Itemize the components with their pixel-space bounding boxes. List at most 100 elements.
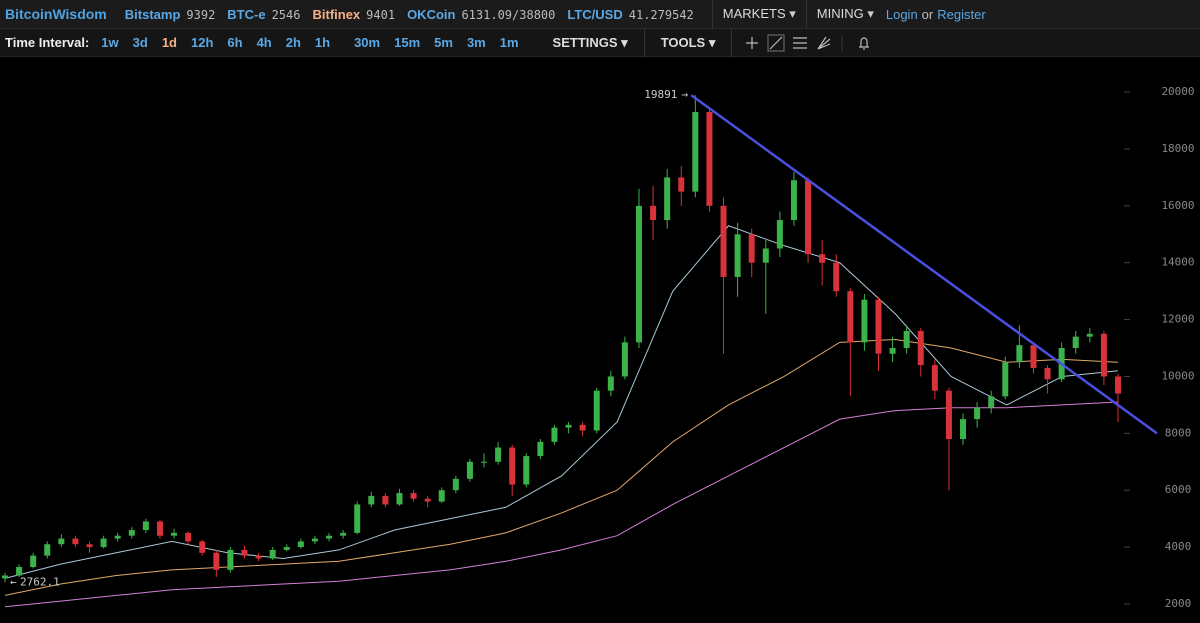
- candle-body: [128, 530, 135, 536]
- candle-body: [410, 493, 417, 499]
- trendline: [690, 94, 1158, 435]
- interval[interactable]: 1w: [101, 35, 119, 50]
- candle-body: [283, 547, 290, 550]
- ticker-name[interactable]: OKCoin: [407, 6, 456, 22]
- candle-body: [621, 342, 628, 377]
- candle-body: [960, 419, 967, 440]
- candle-body: [1086, 333, 1093, 337]
- candle-body: [565, 424, 572, 428]
- ticker-price: 6131.09/38800: [461, 7, 556, 22]
- candle-body: [861, 299, 868, 343]
- candle-body: [1030, 345, 1037, 368]
- interval[interactable]: 15m: [394, 35, 421, 50]
- interval[interactable]: 1d: [161, 35, 177, 50]
- ticker[interactable]: Bitstamp 9392: [125, 7, 216, 22]
- candle-body: [100, 538, 107, 548]
- y-tick-label: 20000: [1161, 85, 1194, 98]
- ticker[interactable]: OKCoin 6131.09/38800: [407, 7, 555, 22]
- ticker-name[interactable]: LTC/USD: [567, 6, 623, 22]
- candle-body: [678, 177, 685, 192]
- candle-body: [1016, 345, 1023, 363]
- y-tick-label: 18000: [1161, 142, 1194, 155]
- candle-body: [86, 544, 93, 548]
- candle-body: [974, 407, 981, 420]
- candle-body: [156, 521, 163, 536]
- candle-body: [650, 205, 657, 221]
- interval[interactable]: 4h: [256, 35, 272, 50]
- candle-body: [509, 447, 516, 485]
- interval[interactable]: 12h: [190, 35, 214, 50]
- candle-body: [988, 396, 995, 408]
- candle-body: [537, 441, 544, 457]
- intervals: 1w 3d 1d 12h 6h 4h 2h 1h 30m 15m 5m 3m 1m: [101, 35, 542, 50]
- y-tick-label: 2000: [1165, 597, 1192, 610]
- candle-body: [931, 365, 938, 391]
- separator: [711, 0, 713, 28]
- candle-body: [593, 390, 600, 431]
- candle-body: [58, 538, 65, 545]
- candle-body: [720, 205, 727, 277]
- top-bar: BitcoinWisdom Bitstamp 9392 BTC-e 2546 Bitfi…: [0, 0, 1200, 29]
- candle-body: [1002, 362, 1009, 397]
- candle-body: [114, 535, 121, 539]
- y-tick-label: 14000: [1161, 256, 1194, 269]
- ticker-price: 9392: [186, 7, 216, 22]
- settings[interactable]: SETTINGS: [553, 35, 628, 51]
- candle-body: [438, 490, 445, 502]
- candle-body: [1044, 367, 1051, 380]
- interval[interactable]: 30m: [354, 35, 381, 50]
- candle-body: [368, 495, 375, 505]
- interval-label: Time Interval:: [5, 35, 90, 50]
- interval[interactable]: 3m: [466, 35, 486, 50]
- interval[interactable]: 1h: [314, 35, 331, 50]
- candle-body: [1100, 333, 1107, 377]
- candle-body: [706, 112, 713, 206]
- candle-body: [607, 376, 614, 391]
- candle-body: [945, 390, 952, 440]
- tools[interactable]: TOOLS: [661, 35, 716, 51]
- candle-body: [748, 234, 755, 263]
- candle-body: [269, 549, 276, 559]
- ticker-name[interactable]: Bitstamp: [124, 6, 181, 22]
- or: or: [921, 6, 934, 22]
- y-tick-label: 6000: [1165, 483, 1192, 496]
- candle-body: [16, 566, 23, 576]
- interval[interactable]: 2h: [285, 35, 301, 50]
- candle-body: [297, 541, 304, 548]
- arrow: ←: [10, 575, 17, 588]
- candle-body: [762, 248, 769, 263]
- ticker-name[interactable]: BTC-e: [227, 6, 266, 22]
- ticker[interactable]: BTC-e 2546: [227, 7, 300, 22]
- candle-body: [734, 234, 741, 277]
- login[interactable]: Login: [885, 6, 918, 22]
- ticker[interactable]: LTC/USD 41.279542: [567, 7, 693, 22]
- interval[interactable]: 3d: [132, 35, 148, 50]
- candle-body: [396, 493, 403, 505]
- candle-body: [635, 205, 642, 343]
- candle-body: [30, 555, 37, 567]
- candle-body: [142, 521, 149, 531]
- interval[interactable]: 1m: [499, 35, 519, 50]
- candle-body: [805, 180, 812, 255]
- menu[interactable]: MARKETS: [723, 6, 796, 22]
- register[interactable]: Register: [937, 6, 986, 22]
- interval[interactable]: 6h: [227, 35, 243, 50]
- candle-body: [1115, 376, 1121, 394]
- tool-icons[interactable]: [746, 33, 886, 53]
- candle-body: [326, 535, 333, 539]
- brand[interactable]: BitcoinWisdom: [5, 6, 107, 22]
- moving-average: [4, 401, 1119, 608]
- candle-body: [2, 575, 8, 579]
- ticker-name[interactable]: Bitfinex: [312, 6, 361, 22]
- tickers: Bitstamp 9392 BTC-e 2546 Bitfinex 9401 OKCoin 6…: [125, 7, 706, 22]
- y-tick-label: 8000: [1165, 426, 1192, 439]
- ticker[interactable]: Bitfinex 9401: [312, 7, 395, 22]
- chart: 2000 4000 6000 8000 10000 12000 14000 16000 1800…: [2, 85, 1195, 610]
- y-tick-label: 4000: [1165, 540, 1192, 553]
- interval[interactable]: 5m: [434, 35, 453, 50]
- candle-body: [171, 532, 178, 536]
- menu[interactable]: MINING: [817, 6, 874, 22]
- y-tick-label: 16000: [1161, 199, 1194, 212]
- y-tick-label: 12000: [1161, 313, 1194, 326]
